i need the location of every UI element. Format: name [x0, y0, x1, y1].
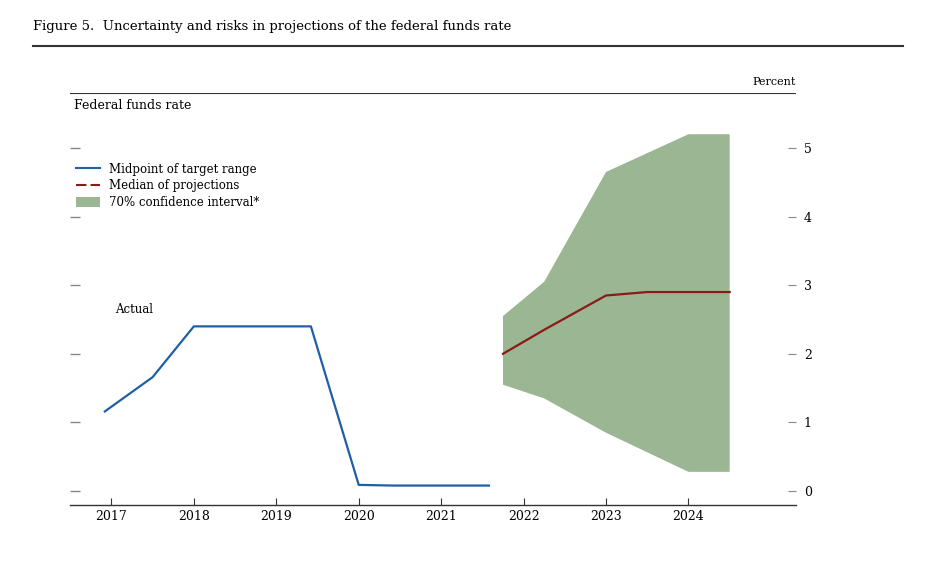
Legend: Midpoint of target range, Median of projections, 70% confidence interval*: Midpoint of target range, Median of proj… [76, 163, 259, 209]
Text: Figure 5.  Uncertainty and risks in projections of the federal funds rate: Figure 5. Uncertainty and risks in proje… [33, 20, 511, 33]
Polygon shape [503, 134, 730, 472]
Text: Percent: Percent [753, 77, 796, 87]
Text: Federal funds rate: Federal funds rate [74, 99, 191, 112]
Text: Actual: Actual [115, 303, 154, 316]
